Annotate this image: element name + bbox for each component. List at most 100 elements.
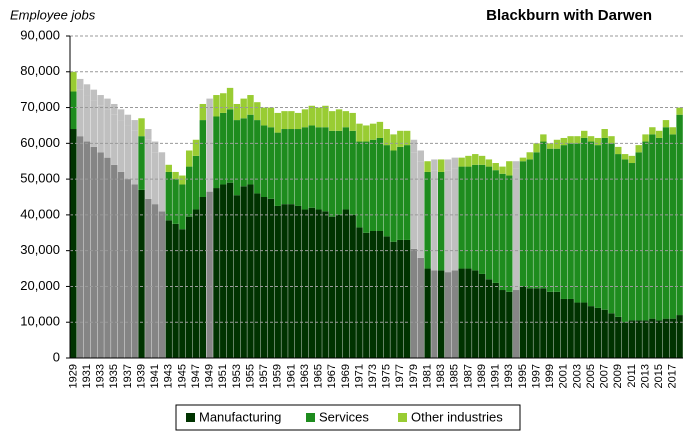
bar-segment [158,211,166,358]
bar-segment [676,114,683,316]
bar-segment [390,241,397,358]
bar-segment [567,143,574,299]
bar-segment [608,143,615,314]
bar-segment [274,132,281,206]
x-tick-label: 1965 [313,364,325,388]
y-tick-label: 30,000 [20,242,60,257]
x-tick-label: 1987 [462,364,474,388]
bar-segment [185,150,193,167]
bar-segment [594,145,602,308]
bar-segment [533,288,540,358]
bar-segment [104,157,111,358]
bar-segment [165,220,172,358]
bar-segment [70,91,77,130]
bar-segment [247,95,254,115]
bar-segment [151,204,159,358]
bar-segment [438,159,445,172]
bar-segment [621,322,629,358]
bar-segment [151,152,159,205]
bar-segment [329,216,336,358]
bar-segment [274,112,281,133]
bar-segment [601,129,608,138]
bar-segment [424,171,431,269]
bar-segment [308,125,315,208]
bar-segment [403,239,411,358]
x-tick-label: 1959 [272,364,284,388]
bar-segment [472,270,479,358]
bar-segment [635,152,642,321]
x-tick-label: 2011 [626,364,638,388]
bar-segment [410,248,418,358]
bar-segment [254,120,261,194]
bar-segment [546,148,554,292]
bar-segment [158,152,166,164]
bar-segment [485,166,493,280]
bar-segment [335,130,343,215]
bar-segment [288,111,295,130]
bar-segment [322,105,329,128]
bar-segment [349,130,356,215]
bar-segment [560,137,568,146]
bar-segment [533,152,540,289]
bar-segment [70,129,77,358]
bar-segment [179,229,186,358]
bar-segment [465,166,472,269]
bar-segment [301,109,309,128]
bar-segment [281,129,288,205]
bar-segment [662,127,670,319]
x-tick-label: 1993 [503,364,515,388]
bar-segment [655,137,663,321]
bar-segment [77,78,84,90]
x-tick-label: 1985 [449,364,461,388]
bar-segment [83,84,91,96]
bar-segment [322,211,329,358]
bar-segment [655,320,663,358]
bar-segment [77,136,84,358]
legend-label: Other industries [411,409,503,424]
x-tick-label: 2009 [612,364,624,388]
bar-segment [376,230,384,358]
bar-segment [458,157,465,167]
bar-segment [199,120,207,197]
bar-segment [506,291,513,358]
bar-segment [574,302,581,358]
bar-segment [410,139,418,153]
bar-segment [397,130,404,147]
bar-segment [492,282,499,358]
bar-segment [288,204,295,358]
bar-segment [526,152,533,160]
bar-segment [131,130,138,185]
bar-segment [124,114,132,126]
bar-segment [540,134,547,142]
x-tick-label: 1957 [258,364,270,388]
bar-segment [526,288,533,358]
bar-segment [438,171,445,271]
bar-segment [601,137,608,310]
bar-segment [499,166,506,174]
legend-swatch [398,413,407,422]
bar-segment [587,136,595,142]
y-tick-label: 90,000 [20,27,60,42]
bar-segment [642,141,649,321]
bar-segment [465,268,472,358]
legend: Manufacturing Services Other industries [186,409,503,424]
bar-segment [315,209,322,358]
bar-segment [363,232,370,358]
bar-segment [335,214,343,358]
bar-segment [369,139,377,231]
bar-segment [104,98,111,110]
bar-segment [376,121,384,138]
bar-segment [492,170,499,283]
bar-segment [213,95,220,117]
bar-segment [574,143,581,303]
bar-segment [451,270,459,358]
bar-segment [676,107,683,115]
bar-segment [117,120,125,172]
bar-segment [117,171,125,358]
bar-segment [308,105,315,126]
bar-segment [192,155,200,210]
bar-segment [97,152,104,358]
bar-segment [90,100,98,147]
bar-segment [655,130,663,138]
bar-segment [185,216,193,358]
